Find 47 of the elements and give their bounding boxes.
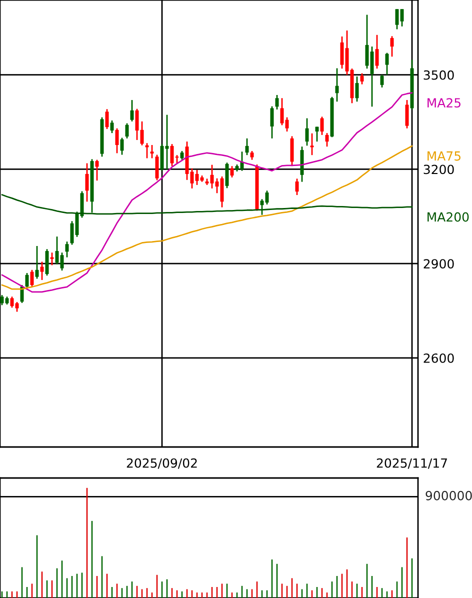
series-label: MA200 <box>428 212 469 222</box>
candlestick <box>105 108 109 130</box>
y-tick-label: 2600 <box>424 353 454 363</box>
candlestick <box>315 126 319 142</box>
candlestick <box>380 74 384 88</box>
y-tick-label: 3200 <box>424 164 454 174</box>
candlestick <box>110 120 114 134</box>
candlestick <box>30 269 34 288</box>
candlestick <box>295 178 299 196</box>
candlestick <box>405 99 409 130</box>
candlestick <box>85 162 89 202</box>
candlestick <box>95 159 99 182</box>
candlestick <box>125 122 129 140</box>
y-tick-label: 3500 <box>424 70 454 80</box>
y-tick-label: 2900 <box>424 259 454 269</box>
candlestick <box>375 34 379 70</box>
candlestick <box>130 99 134 122</box>
text: 900000 <box>426 490 472 500</box>
x-tick-label: 2025/11/17 <box>376 458 447 469</box>
candlestick <box>335 68 339 102</box>
candlestick <box>360 72 364 85</box>
candlestick <box>225 162 229 189</box>
candlestick <box>50 252 54 266</box>
candlestick <box>270 106 274 140</box>
candlestick <box>35 245 39 280</box>
candlestick <box>155 154 159 181</box>
candlestick <box>305 118 309 146</box>
candlestick <box>275 94 279 110</box>
series-label: MA75 <box>428 151 460 161</box>
candlestick <box>40 261 44 281</box>
candlestick <box>45 248 49 276</box>
candlestick <box>65 240 69 258</box>
candlestick <box>230 165 234 178</box>
candlestick <box>120 137 124 156</box>
candlestick <box>325 132 329 148</box>
candlestick <box>385 52 389 76</box>
candlestick <box>390 35 394 58</box>
candlestick <box>25 272 29 289</box>
candlestick <box>310 132 314 156</box>
candlestick <box>115 128 119 154</box>
candlestick <box>320 116 324 136</box>
candlestick <box>355 76 359 102</box>
candlestick <box>290 136 294 167</box>
candlestick <box>150 144 154 159</box>
candlestick <box>245 138 249 156</box>
series-label: MA25 <box>428 98 460 108</box>
x-tick-label: 2025/09/02 <box>126 458 197 469</box>
